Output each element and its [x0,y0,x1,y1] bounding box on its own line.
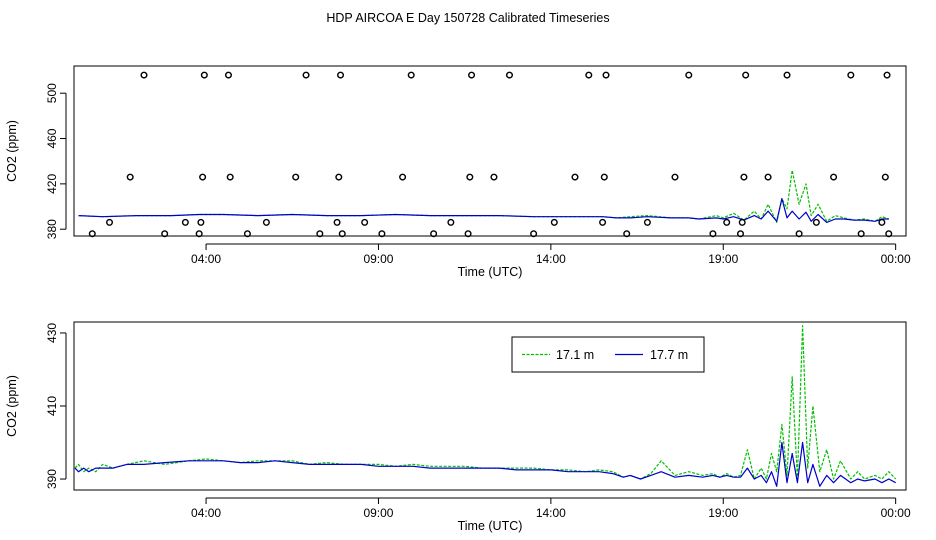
x-tick-label: 00:00 [881,506,911,520]
data-marker [738,218,746,226]
x-tick-label: 09:00 [363,252,393,266]
data-marker [783,71,791,79]
data-marker [106,218,114,226]
data-marker [226,173,234,181]
series-line-17-1-m [74,325,897,480]
legend-label-17-7-m: 17.7 m [650,348,688,362]
plot-frame [73,65,907,237]
data-marker [468,71,476,79]
data-marker [490,173,498,181]
data-marker [262,218,270,226]
data-marker [316,230,324,238]
data-marker [740,173,748,181]
x-axis-label: Time (UTC) [458,519,523,533]
data-marker [599,218,607,226]
y-axis-label: CO2 (ppm) [5,375,19,437]
data-marker [333,218,341,226]
data-marker [550,218,558,226]
data-marker [378,230,386,238]
data-marker [795,230,803,238]
data-marker [199,173,207,181]
data-marker [585,71,593,79]
data-marker [623,230,631,238]
data-marker [530,230,538,238]
legend-box [511,336,705,373]
data-marker [181,218,189,226]
legend-label-17-1-m: 17.1 m [556,348,594,362]
x-tick-label: 00:00 [881,252,911,266]
data-marker [736,230,744,238]
data-marker [671,173,679,181]
series-line-17-7-m [74,441,896,487]
series-line-17-7-m [78,198,889,223]
data-marker [881,173,889,181]
x-tick-label: 19:00 [708,252,738,266]
data-marker [723,218,731,226]
x-tick-label: 04:00 [191,252,221,266]
data-marker [292,173,300,181]
data-marker [812,218,820,226]
data-marker [464,230,472,238]
y-tick-label: 500 [45,83,59,103]
data-marker [878,218,886,226]
data-marker [161,230,169,238]
data-marker [571,173,579,181]
data-marker [197,218,205,226]
data-marker [885,230,893,238]
data-marker [466,173,474,181]
data-marker [709,230,717,238]
data-marker [742,71,750,79]
data-marker [200,71,208,79]
data-marker [857,230,865,238]
data-marker [847,71,855,79]
data-marker [600,173,608,181]
y-tick-label: 390 [45,469,59,489]
data-marker [447,218,455,226]
data-marker [195,230,203,238]
data-marker [643,218,651,226]
data-marker [430,230,438,238]
data-marker [88,230,96,238]
data-marker [361,218,369,226]
data-marker [224,71,232,79]
x-tick-label: 14:00 [536,506,566,520]
data-marker [335,173,343,181]
data-marker [764,173,772,181]
data-marker [338,230,346,238]
plot-frame [73,321,907,491]
bottom-panel: 04:00 09:00 14:00 19:00 00:00 Time (UTC) 390 41… [5,321,911,533]
data-marker [243,230,251,238]
data-marker [407,71,415,79]
data-marker [126,173,134,181]
x-tick-label: 09:00 [363,506,393,520]
legend: 17.1 m 17.7 m [511,336,705,373]
data-marker [505,71,513,79]
x-tick-label: 19:00 [708,506,738,520]
chart-title: HDP AIRCOA E Day 150728 Calibrated Times… [326,11,609,25]
data-marker [830,173,838,181]
y-axis-label: CO2 (ppm) [5,120,19,182]
data-marker [399,173,407,181]
data-marker [140,71,148,79]
top-panel: 04:00 09:00 14:00 19:00 00:00 Time (UTC) 380 42… [5,65,911,279]
x-axis-label: Time (UTC) [458,265,523,279]
y-tick-label: 420 [45,174,59,194]
x-tick-label: 04:00 [191,506,221,520]
data-marker [302,71,310,79]
data-marker [883,71,891,79]
y-tick-label: 380 [45,219,59,239]
x-tick-label: 14:00 [536,252,566,266]
y-tick-label: 410 [45,396,59,416]
data-marker [337,71,345,79]
y-tick-label: 430 [45,323,59,343]
data-marker [602,71,610,79]
y-tick-label: 460 [45,128,59,148]
data-marker [685,71,693,79]
